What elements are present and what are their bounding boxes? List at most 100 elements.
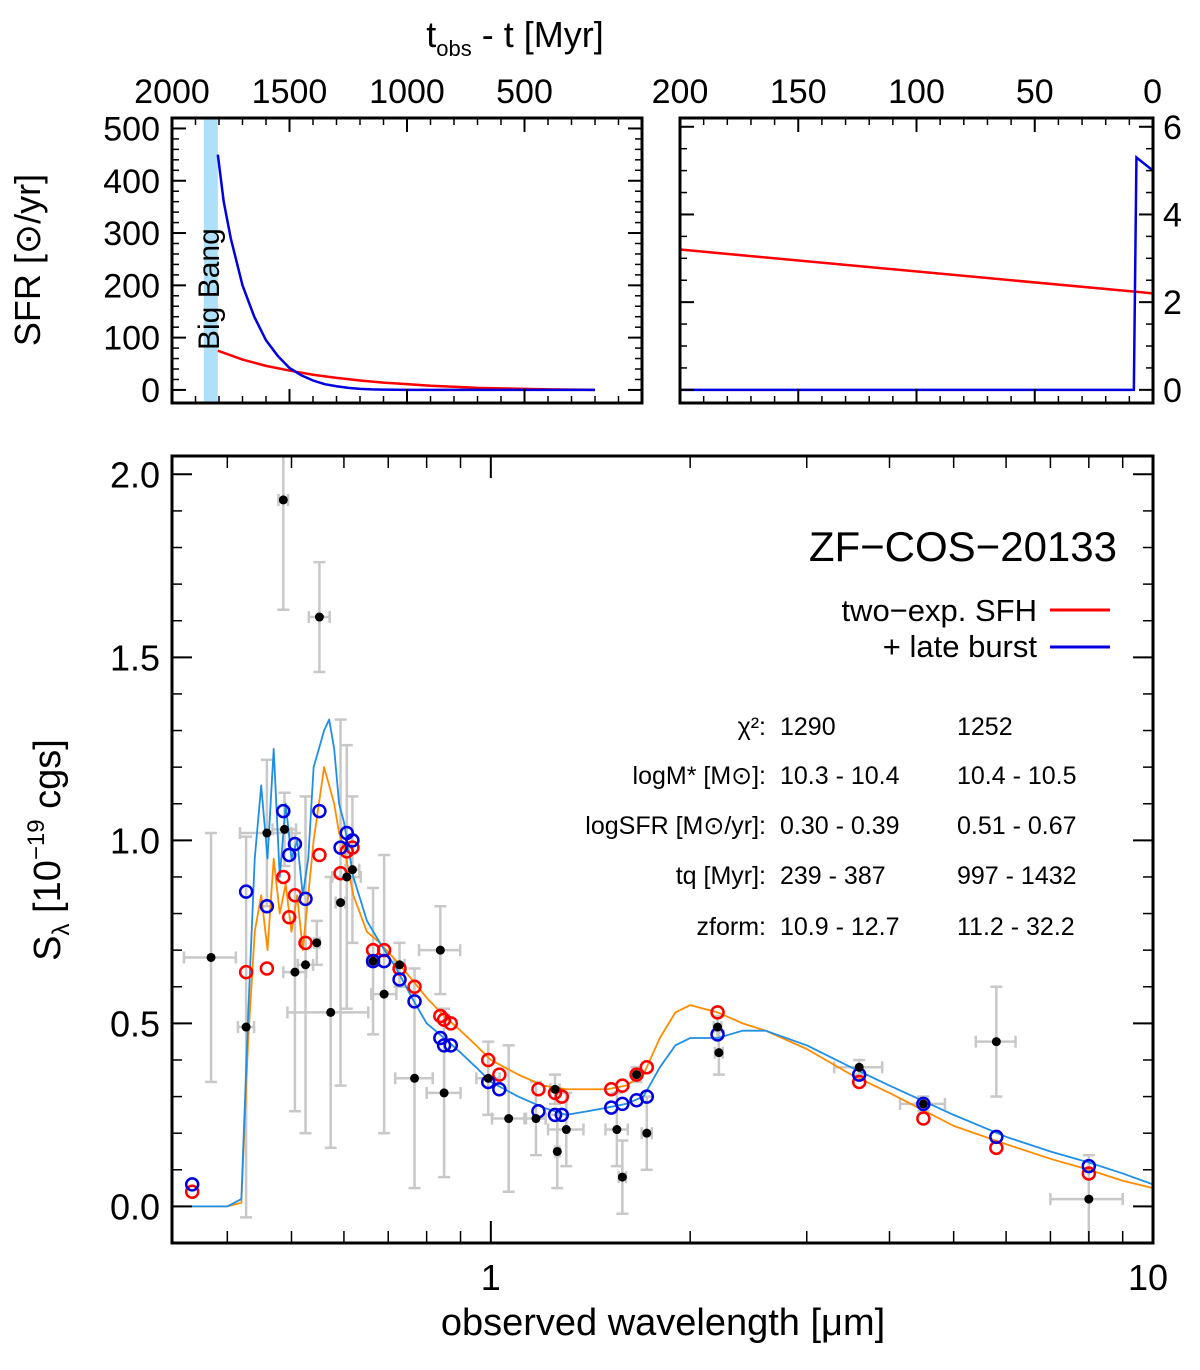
model-point-red [298,935,313,951]
model-point-blue [298,891,313,907]
sfh-right-x-tick-label: 200 [652,73,709,111]
sfh-right-frame [678,116,1155,405]
stat-chi2-blue: 1252 [957,713,1013,741]
model-point-red [851,1074,867,1090]
model-point-blue [1081,1158,1097,1174]
observation-point [278,495,288,505]
sfh-right-y-tick-label: 2 [1163,284,1182,322]
stat-chi2-label: χ²: [738,713,766,741]
sfh-left-y-tick-label: 200 [103,267,160,305]
sfh-left-red-curve [217,349,596,392]
observation-point [280,824,290,834]
sfh-right-y-tick-label: 4 [1163,196,1182,234]
sfh-left-y-tick-label: 400 [103,163,160,201]
sfh-left-y-tick-label: 500 [103,110,160,148]
observation-point [642,1128,652,1138]
model-point-red [615,1078,630,1093]
model-point-blue [436,1038,452,1053]
sed-frame [170,454,1155,1245]
model-point-red [531,1082,546,1097]
model-point-red [710,1005,725,1020]
stat-zform-red: 10.9 - 12.7 [780,913,900,941]
sfh-right-ticks: 200 150 100 50 0 0 2 4 6 [652,73,1182,410]
sfh-left-x-tick-label: 2000 [134,73,210,111]
model-point-blue [392,972,407,987]
model-point-red [1081,1166,1097,1181]
observation-point [552,1146,562,1156]
observation-point [714,1048,724,1058]
observation-point [612,1125,622,1135]
observation-point [395,960,405,970]
flux-axis-label: Sλ [10−19 cgs] [23,739,75,961]
model-point-blue [547,1107,563,1123]
model-point-blue [238,884,254,899]
sed-y-tick-label: 0.0 [110,1186,160,1227]
top-axis-title: tobs - t [Myr] [426,14,603,61]
observation-point [1084,1194,1094,1204]
model-point-red [184,1184,200,1200]
sed-x-tick-label: 10 [1128,1257,1168,1298]
sfh-right-red-curve [679,248,1154,295]
sed-panel: 0.0 0.5 1.0 1.5 2.0 1 10 ZF−COS−20133 two−exp.… [110,454,1168,1298]
observation-point [439,1088,449,1098]
observation-point [241,1022,251,1032]
stat-tq-blue: 997 - 1432 [957,862,1077,890]
model-point-red [492,1067,507,1082]
model-spectrum-orange [172,766,1154,1208]
model-spectrum-blue [172,718,1154,1208]
sed-y-tick-label: 2.0 [110,454,160,495]
sfh-left-frame [170,116,644,405]
stat-mass-label: logM* [M⊙]: [633,762,766,790]
sed-ticks: 0.0 0.5 1.0 1.5 2.0 1 10 [110,454,1168,1298]
observation-point [342,872,352,882]
observation-point [206,952,216,962]
sfh-left-blue-curve [216,154,595,392]
observation-point [713,1022,723,1032]
model-point-red [259,961,275,976]
model-point-blue [443,1038,459,1053]
sfh-right-x-tick-label: 0 [1143,73,1162,111]
model-point-red [433,1008,448,1024]
stat-mass-blue: 10.4 - 10.5 [957,762,1077,790]
stat-tq-red: 239 - 387 [780,862,886,890]
object-name: ZF−COS−20133 [809,523,1117,570]
sfh-right-blue-curve [680,154,1154,392]
observation-errorbars [182,454,1124,1245]
model-point-blue [554,1107,570,1123]
stat-zform-label: zform: [697,913,766,941]
observation-point [312,938,322,948]
model-point-blue [312,803,327,819]
sfh-left-y-tick-label: 100 [103,320,160,358]
sfr-axis-label: SFR [⊙/yr] [7,174,48,346]
model-point-blue [492,1082,507,1097]
observation-point [550,1084,560,1094]
model-point-red [238,964,254,980]
sfh-right-x-tick-label: 100 [888,73,945,111]
sed-y-tick-label: 1.0 [110,820,160,861]
observation-point [262,828,272,838]
stat-sfr-label: logSFR [M⊙/yr]: [585,812,766,840]
model-point-red [407,979,422,995]
sfh-right-panel: 200 150 100 50 0 0 2 4 6 [652,73,1182,410]
observation-point [379,989,389,999]
observation-point [918,1099,928,1109]
model-point-red [916,1111,931,1126]
observation-point [854,1062,864,1072]
sfh-left-y-tick-label: 300 [103,215,160,253]
sed-points [184,495,1097,1204]
model-spectra [172,718,1154,1208]
sfh-right-x-tick-label: 50 [1016,73,1054,111]
observation-point [991,1037,1001,1047]
model-point-blue [281,847,297,863]
model-point-blue [916,1096,931,1112]
model-point-blue [376,953,392,969]
wavelength-axis-label: observed wavelength [μm] [441,1302,885,1344]
observation-point [336,898,346,908]
sfh-right-y-tick-label: 6 [1163,109,1182,147]
model-point-red [629,1067,644,1082]
model-point-blue [276,803,291,819]
model-point-blue [407,994,422,1009]
observation-point [561,1125,571,1135]
legend-red-label: two−exp. SFH [841,593,1037,628]
